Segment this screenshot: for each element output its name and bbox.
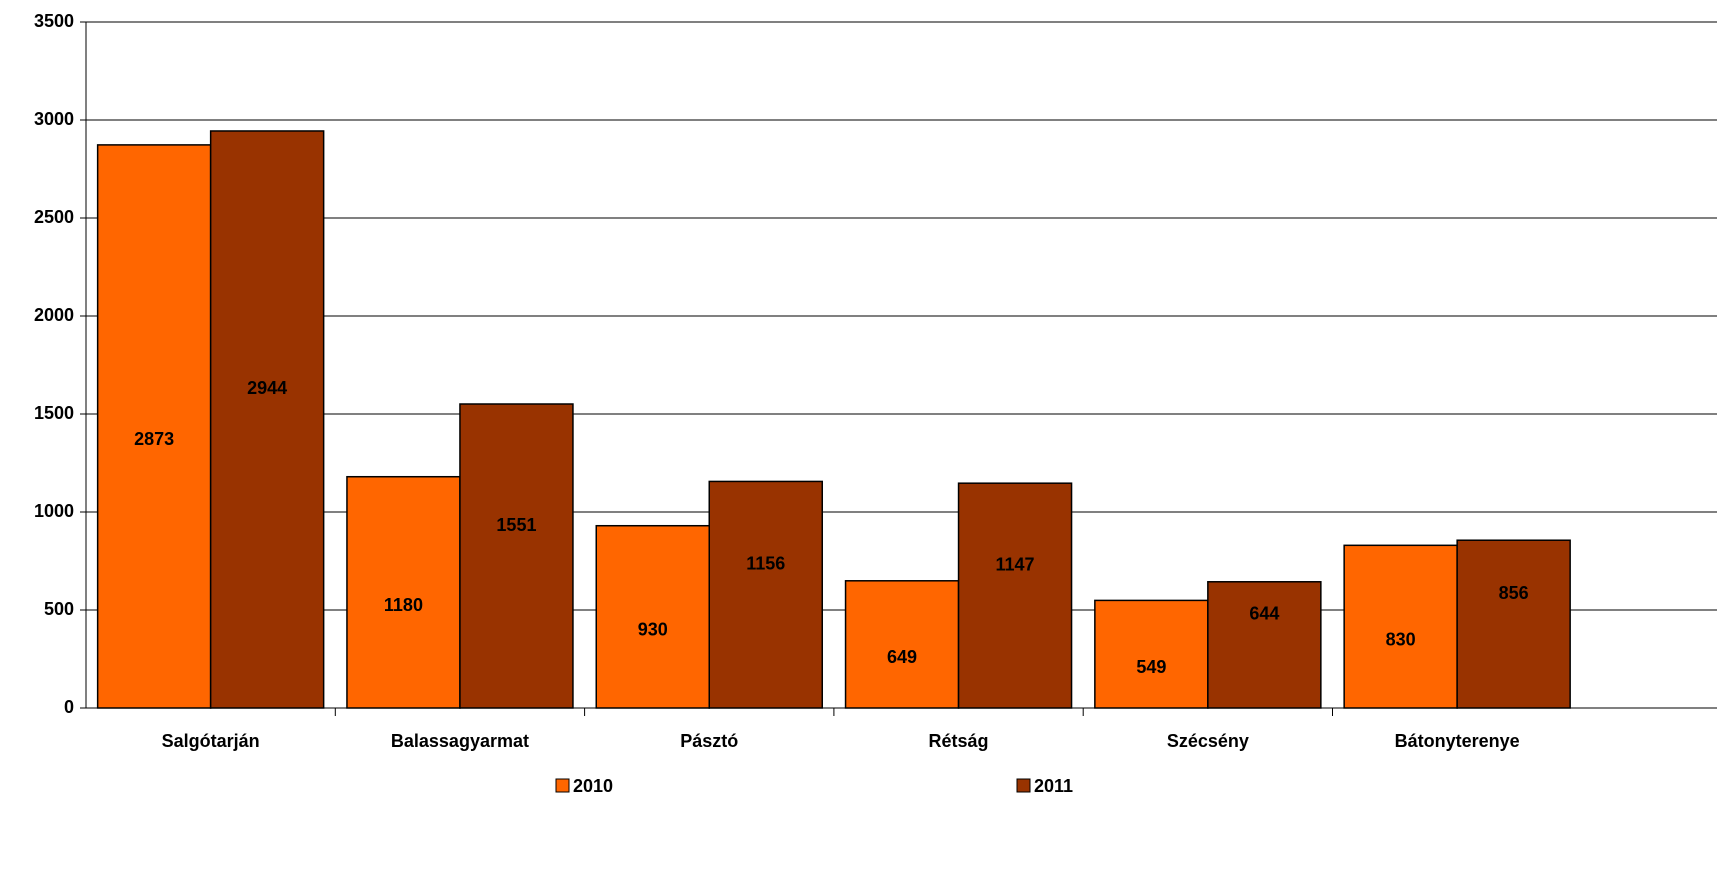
bar	[595, 524, 710, 709]
y-tick-label: 500	[44, 599, 74, 619]
y-tick-label: 2500	[34, 207, 74, 227]
bar	[459, 403, 574, 709]
value-label: 1180	[384, 595, 423, 615]
x-tick-label: Szécsény	[1167, 731, 1249, 751]
y-tick-label: 1000	[34, 501, 74, 521]
bar	[844, 580, 960, 709]
value-label: 1156	[746, 553, 785, 573]
legend-label: 2011	[1034, 776, 1073, 796]
bar	[708, 480, 823, 709]
value-label: 1147	[996, 554, 1035, 574]
y-tick-label: 3500	[34, 11, 74, 31]
legend-swatch	[555, 778, 570, 793]
x-tick-label: Pásztó	[680, 731, 738, 751]
value-label: 856	[1499, 583, 1529, 603]
legend-label: 2010	[573, 776, 613, 796]
value-label: 649	[887, 647, 917, 667]
bar	[1094, 599, 1209, 709]
value-label: 830	[1386, 629, 1416, 649]
value-label: 644	[1249, 604, 1279, 624]
value-label: 2944	[247, 378, 287, 398]
value-label: 2873	[134, 429, 174, 449]
bar	[209, 130, 325, 709]
y-tick-label: 1500	[34, 403, 74, 423]
value-label: 549	[1136, 657, 1166, 677]
value-label: 1551	[496, 515, 536, 535]
bar	[957, 482, 1073, 709]
value-label: 930	[638, 620, 668, 640]
legend-swatch	[1016, 778, 1031, 793]
y-tick-label: 3000	[34, 109, 74, 129]
bar	[346, 475, 461, 709]
bar	[1343, 544, 1458, 709]
x-tick-label: Balassagyarmat	[391, 731, 529, 751]
bar	[96, 144, 212, 709]
bar	[1207, 581, 1322, 709]
x-tick-label: Rétság	[929, 731, 989, 751]
y-tick-label: 2000	[34, 305, 74, 325]
y-tick-label: 0	[64, 697, 74, 717]
bar	[1456, 539, 1571, 709]
x-tick-label: Salgótarján	[162, 731, 260, 751]
x-tick-label: Bátonyterenye	[1395, 731, 1520, 751]
